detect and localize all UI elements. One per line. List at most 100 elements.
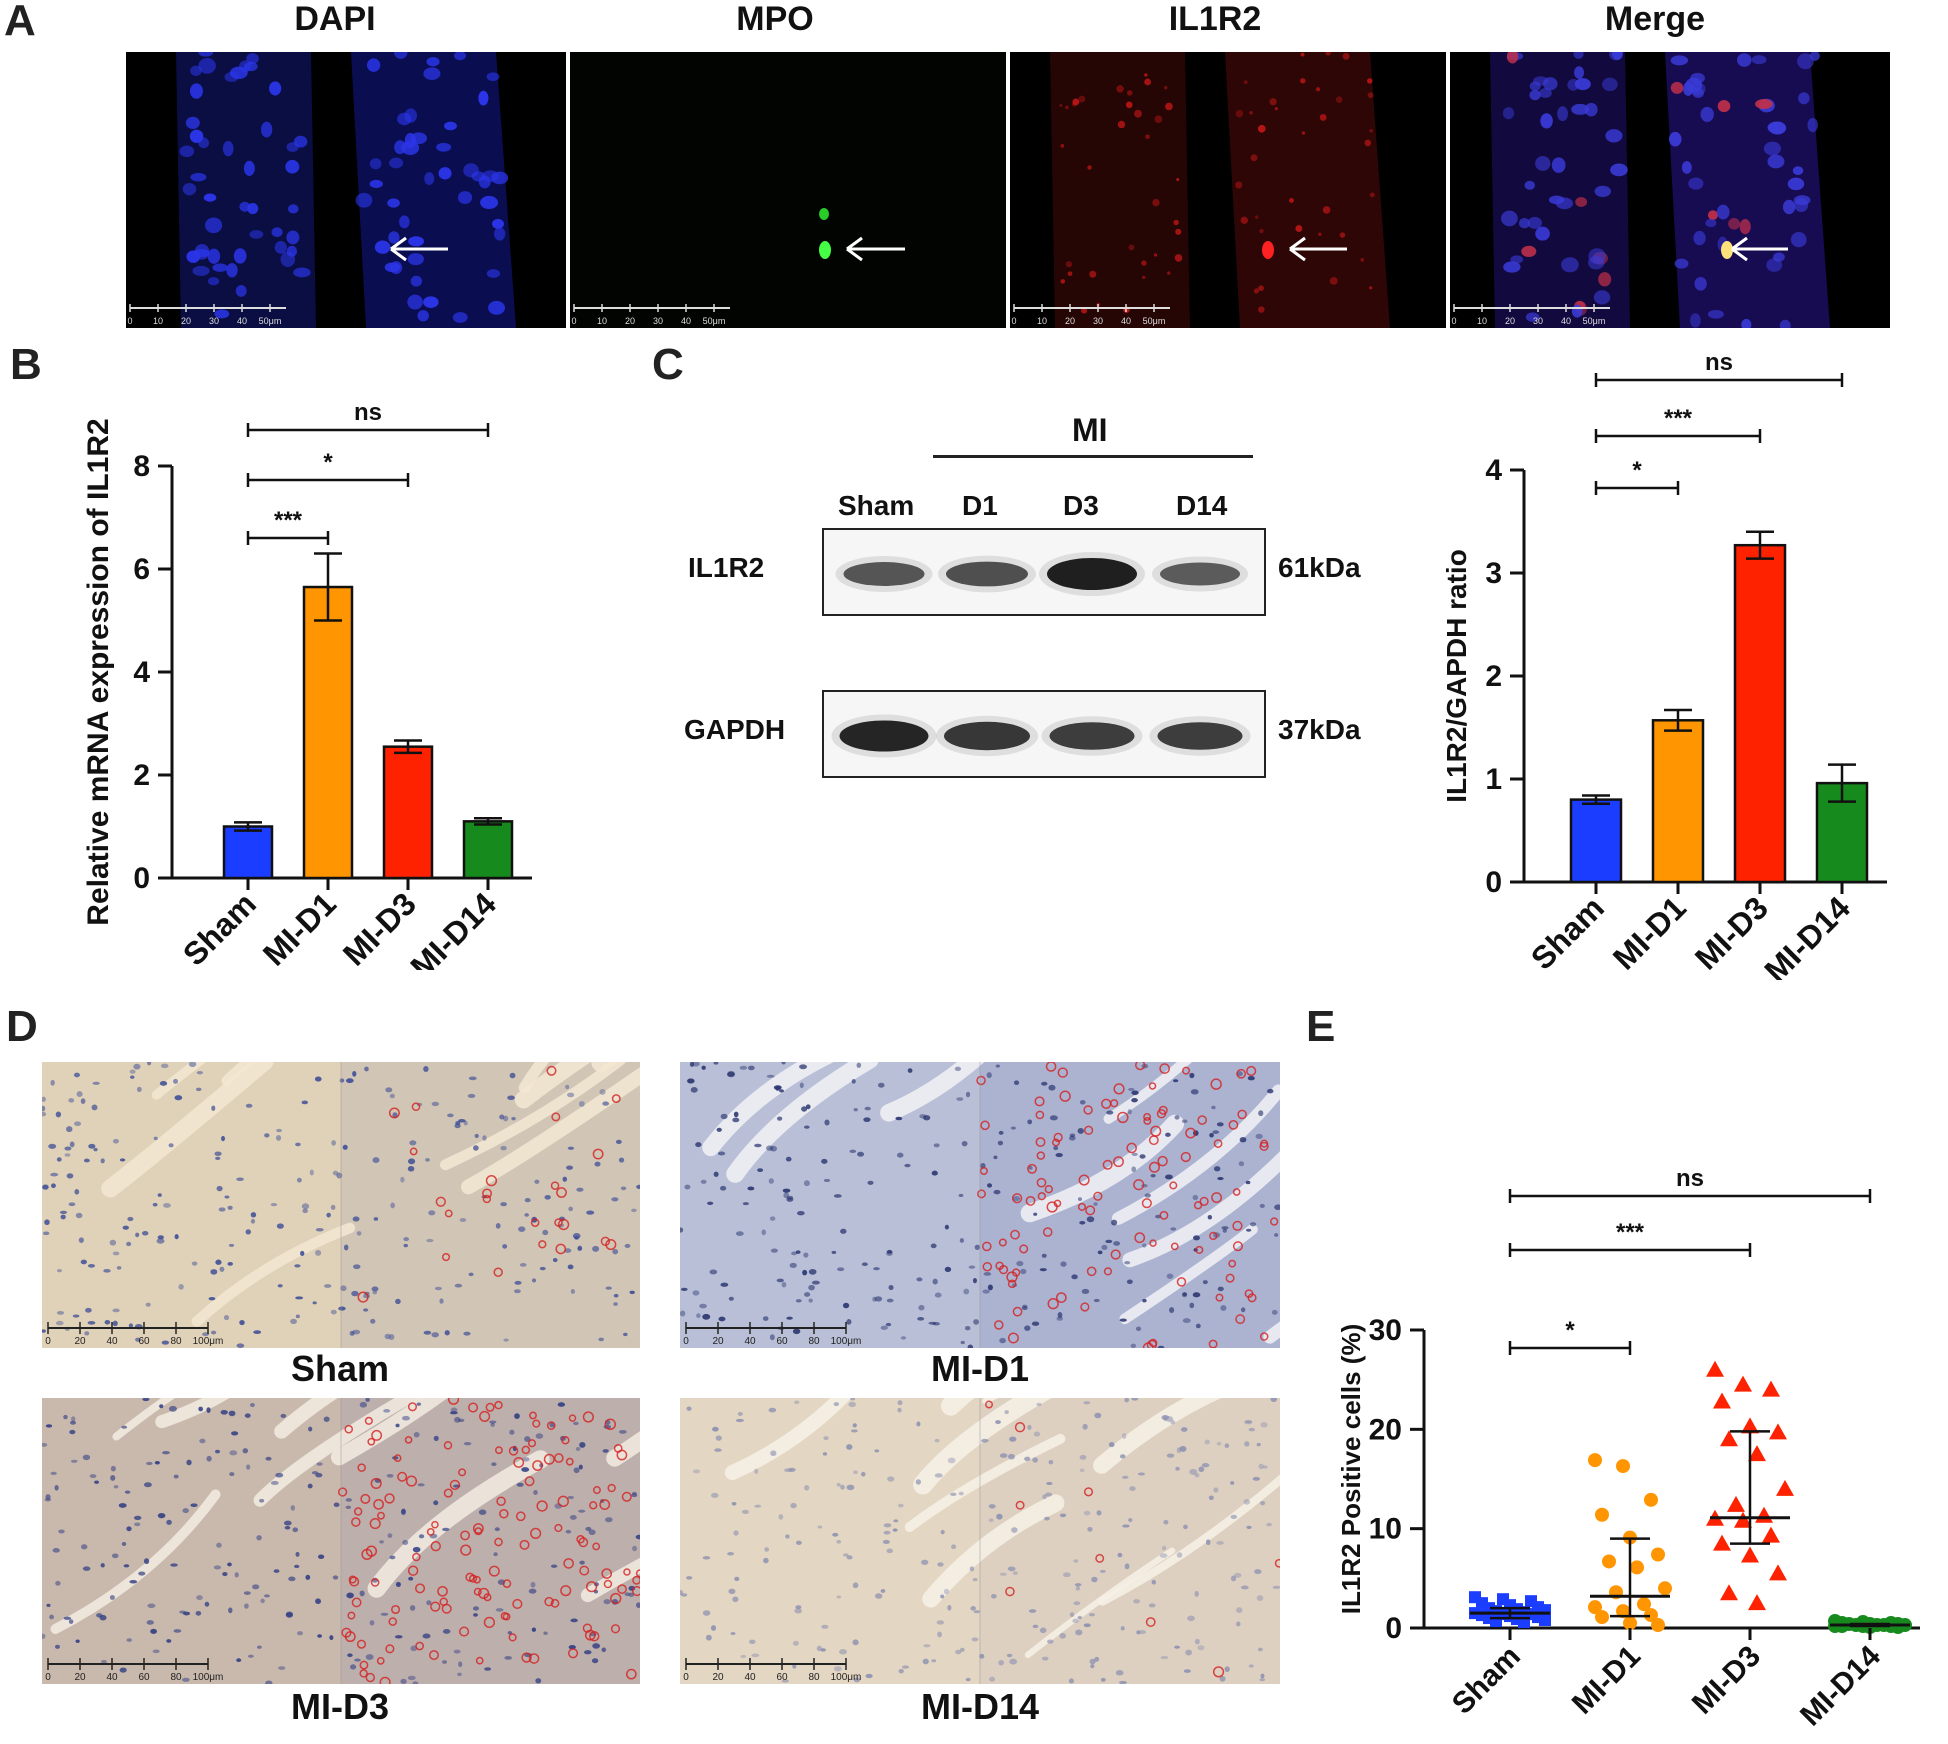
- ihc-nucleus: [705, 1634, 712, 1641]
- ihc-positive-cell: [1259, 1332, 1269, 1341]
- ihc-nucleus: [244, 1603, 249, 1609]
- ihc-nucleus: [227, 1261, 233, 1266]
- merge-nucleus: [1594, 185, 1611, 198]
- ihc-nucleus: [439, 1298, 444, 1304]
- ihc-nucleus: [1079, 1454, 1087, 1460]
- ihc-nucleus: [880, 1325, 888, 1330]
- ihc-nucleus: [573, 1467, 580, 1474]
- ihc-nucleus: [1174, 1115, 1180, 1120]
- ihc-nucleus: [731, 1502, 737, 1506]
- ihc-nucleus: [70, 1459, 78, 1463]
- blot-band-halo: [831, 714, 937, 758]
- ihc-positive-cell: [610, 1624, 621, 1634]
- ihc-nucleus: [49, 1614, 55, 1620]
- scale-bar-tick-label: 20: [1505, 316, 1515, 326]
- ihc-nucleus: [82, 1566, 91, 1571]
- ihc-positive-cell: [605, 1238, 617, 1251]
- ihc-positive-cell: [1157, 1155, 1168, 1167]
- il1r2-signal-dot: [1081, 307, 1088, 314]
- ihc-nucleus: [680, 1593, 688, 1597]
- ihc-nucleus: [931, 1170, 938, 1176]
- ihc-nucleus: [68, 1619, 74, 1625]
- ihc-nucleus: [1174, 1645, 1181, 1649]
- ihc-positive-cell: [610, 1592, 622, 1605]
- ihc-positive-cell: [1270, 1217, 1279, 1226]
- ihc-nucleus: [199, 1438, 206, 1444]
- ihc-nucleus: [779, 1089, 785, 1093]
- ihc-nucleus: [514, 1413, 520, 1419]
- ihc-nucleus: [450, 1407, 458, 1413]
- blot-size-gapdh: 37kDa: [1278, 714, 1361, 745]
- ihc-nucleus: [1016, 1260, 1024, 1267]
- ihc-nucleus: [130, 1075, 135, 1079]
- ihc-nucleus: [1192, 1194, 1199, 1201]
- ihc-positive-cell: [439, 1597, 449, 1607]
- ihc-positive-cell: [1014, 1422, 1026, 1433]
- ihc-nucleus: [817, 1525, 823, 1529]
- ihc-positive-cell: [632, 1575, 640, 1585]
- ihc-nucleus: [316, 1462, 323, 1466]
- ihc-nucleus: [850, 1429, 858, 1433]
- ihc-nucleus: [1260, 1422, 1268, 1428]
- ihc-nucleus: [88, 1143, 96, 1149]
- ihc-nucleus: [967, 1344, 974, 1348]
- x-tick-label: MI-D14: [403, 885, 503, 970]
- scale-bar-tick-label: 20: [1065, 316, 1075, 326]
- ihc-nucleus: [1274, 1204, 1280, 1211]
- ihc-nucleus: [55, 1111, 62, 1118]
- ihc-nucleus: [897, 1407, 902, 1413]
- ihc-positive-cell: [1212, 1666, 1225, 1678]
- ihc-nucleus: [87, 1321, 96, 1325]
- ihc-nucleus: [453, 1649, 461, 1654]
- ihc-nucleus: [162, 1450, 170, 1455]
- ihc-nucleus: [127, 1216, 134, 1222]
- ihc-nucleus: [42, 1442, 48, 1447]
- ihc-nucleus: [392, 1112, 398, 1118]
- ihc-nucleus: [1117, 1552, 1123, 1558]
- merge-nucleus: [1502, 107, 1515, 120]
- merge-nucleus: [1609, 52, 1623, 61]
- dapi-nucleus: [417, 310, 429, 322]
- ihc-positive-cell: [1232, 1241, 1243, 1252]
- ihc-nucleus: [1160, 1656, 1169, 1660]
- ihc-nucleus: [611, 1197, 619, 1202]
- ihc-positive-cell: [1148, 1161, 1161, 1173]
- ihc-positive-cell: [472, 1523, 484, 1534]
- ihc-positive-cell: [384, 1493, 395, 1504]
- dapi-nucleus: [224, 72, 239, 82]
- ihc-nucleus: [686, 1406, 692, 1411]
- ihc-nucleus: [808, 1268, 817, 1275]
- ihc-nucleus: [196, 1070, 204, 1075]
- ihc-nucleus: [1024, 1325, 1031, 1331]
- merge-nucleus: [1688, 177, 1704, 190]
- ihc-nucleus: [409, 1140, 417, 1146]
- ihc-positive-cell: [426, 1528, 435, 1536]
- ihc-positive-cell: [370, 1477, 382, 1490]
- dapi-nucleus: [205, 217, 223, 234]
- ihc-nucleus: [213, 1565, 222, 1570]
- ihc-positive-cell: [482, 1194, 492, 1204]
- ihc-nucleus: [122, 1225, 129, 1230]
- ihc-nucleus: [735, 1418, 744, 1423]
- ihc-nucleus: [1248, 1427, 1256, 1432]
- dapi-nucleus: [190, 65, 202, 77]
- ihc-positive-cell: [494, 1537, 503, 1547]
- bar: [1569, 798, 1623, 884]
- ihc-positive-cell: [1042, 1227, 1053, 1237]
- dapi-nucleus: [410, 132, 428, 145]
- ihc-nucleus: [579, 1560, 585, 1565]
- data-point: [1769, 1423, 1787, 1440]
- ihc-positive-cell: [482, 1188, 493, 1199]
- merge-nucleus: [1737, 53, 1752, 67]
- ihc-nucleus: [950, 1492, 957, 1496]
- ihc-positive-cell: [982, 1261, 993, 1272]
- ihc-nucleus: [965, 1091, 971, 1098]
- ihc-nucleus: [340, 1285, 347, 1292]
- ihc-nucleus: [178, 1283, 184, 1290]
- merge-nucleus: [1605, 129, 1623, 143]
- ihc-nucleus: [575, 1446, 581, 1451]
- il1r2-signal-dot: [1125, 101, 1133, 109]
- ihc-nucleus: [295, 1551, 300, 1557]
- ihc-nucleus: [987, 1284, 993, 1291]
- ihc-nucleus: [182, 1508, 189, 1514]
